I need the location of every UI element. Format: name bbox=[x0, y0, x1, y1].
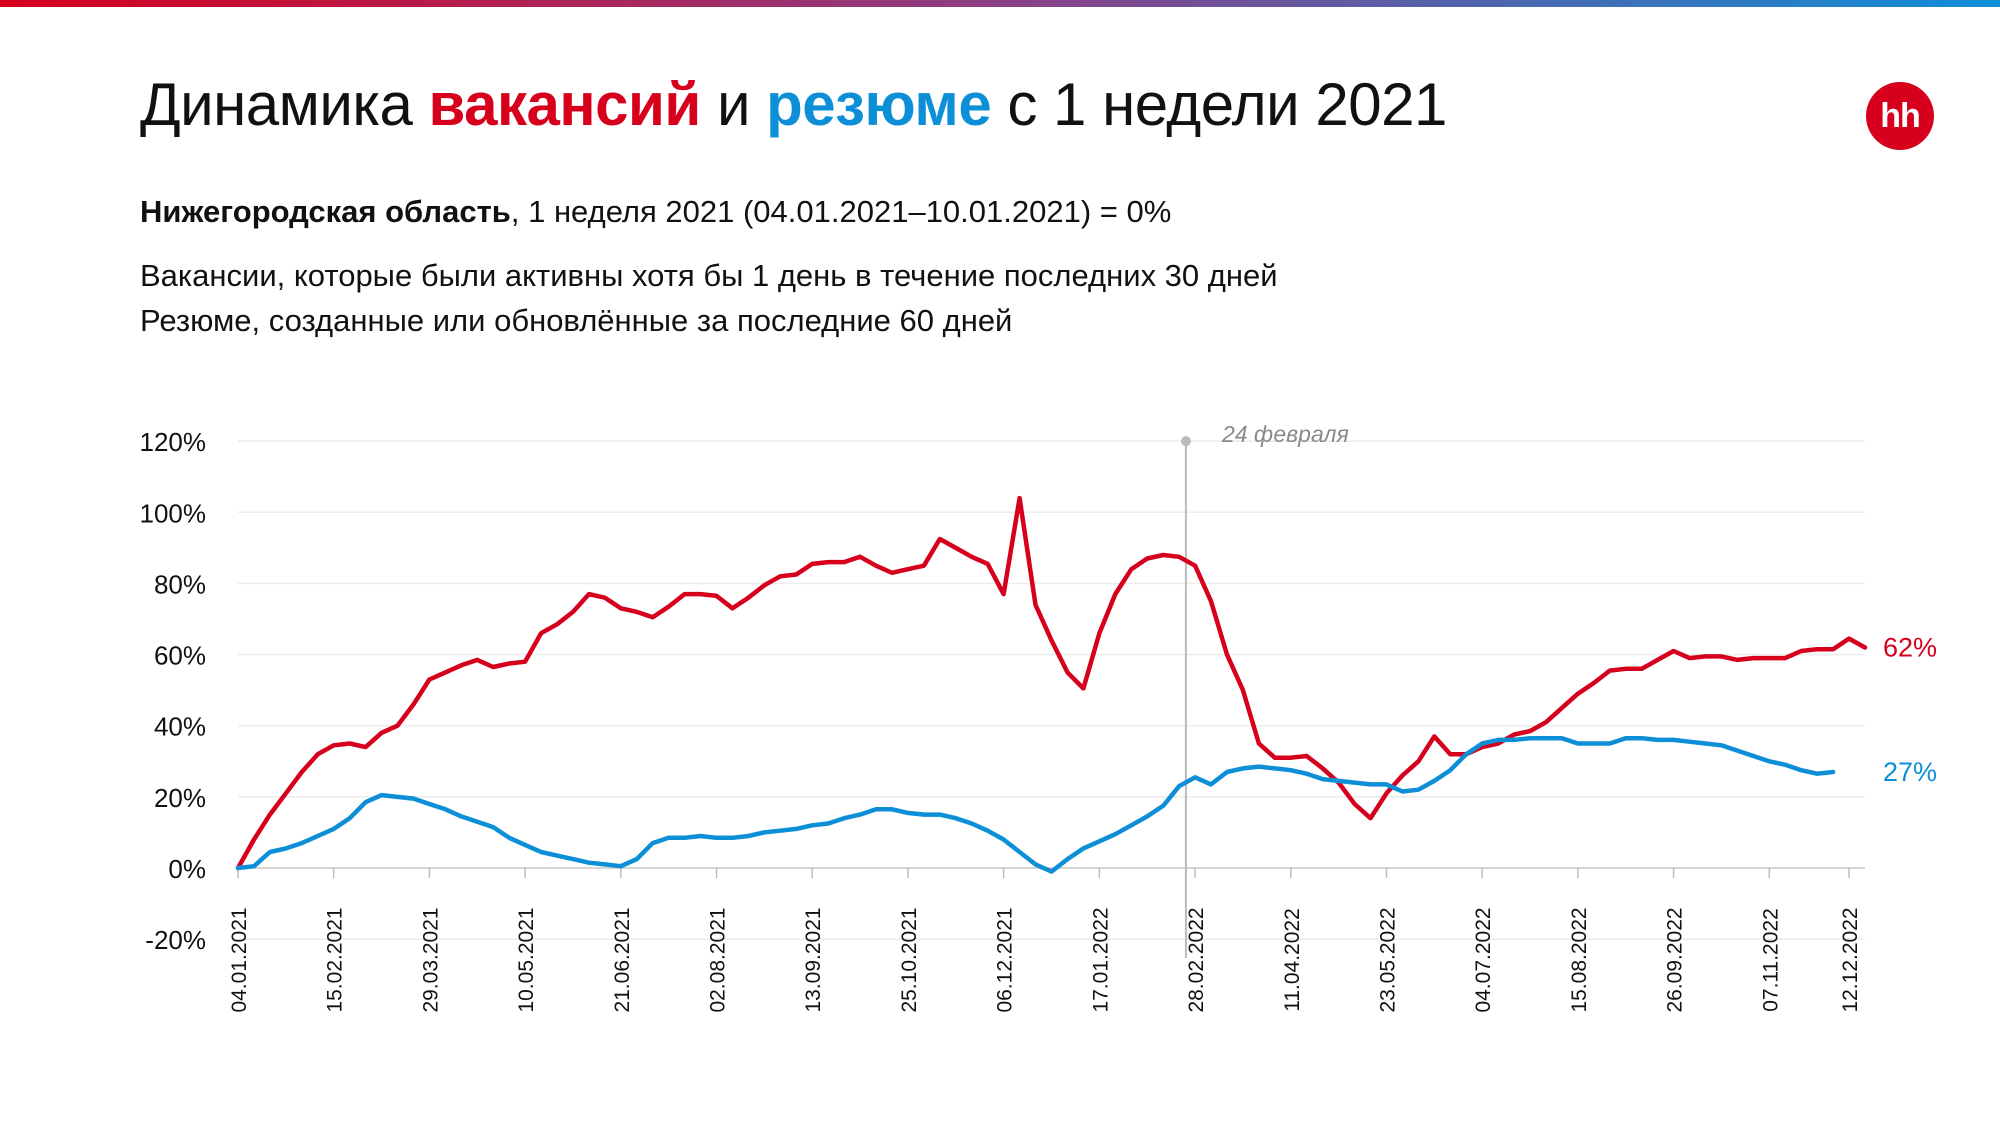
title-part-2: и bbox=[700, 71, 767, 138]
x-tick-label: 17.01.2022 bbox=[1089, 907, 1112, 1012]
hh-logo: hh bbox=[1866, 82, 1934, 150]
resumes-series-line bbox=[235, 735, 1836, 874]
y-tick-label: 120% bbox=[140, 427, 207, 457]
description-vacancies: Вакансии, которые были активны хотя бы 1… bbox=[140, 258, 1278, 293]
description-resumes: Резюме, созданные или обновлённые за пос… bbox=[140, 303, 1013, 338]
x-tick-label: 15.08.2022 bbox=[1568, 907, 1591, 1012]
title-vacancies-word: вакансий bbox=[428, 71, 702, 138]
x-tick-label: 29.03.2021 bbox=[419, 907, 442, 1012]
subtitle-baseline: , 1 неделя 2021 (04.01.2021–10.01.2021) … bbox=[510, 194, 1172, 229]
subtitle-region: Нижегородская область bbox=[140, 194, 511, 229]
vacancies-end-label: 62% bbox=[1883, 632, 1937, 662]
x-tick-label: 23.05.2022 bbox=[1376, 907, 1399, 1012]
page-title: Динамика вакансий и резюме с 1 недели 20… bbox=[140, 70, 1447, 139]
event-marker-dot bbox=[1180, 436, 1191, 447]
x-tick-label: 25.10.2021 bbox=[898, 907, 921, 1012]
title-part-1: Динамика bbox=[140, 71, 429, 138]
x-tick-label: 21.06.2021 bbox=[611, 907, 634, 1012]
x-tick-label: 04.07.2022 bbox=[1472, 907, 1495, 1012]
y-tick-label: 0% bbox=[168, 854, 206, 884]
title-part-3: с 1 недели 2021 bbox=[991, 71, 1447, 138]
y-tick-label: 80% bbox=[154, 569, 206, 599]
x-tick-label: 12.12.2022 bbox=[1839, 907, 1862, 1012]
subtitle: Нижегородская область, 1 неделя 2021 (04… bbox=[140, 194, 1171, 230]
title-resumes-word: резюме bbox=[766, 71, 992, 138]
y-tick-label: 20% bbox=[154, 783, 206, 813]
vacancies-series-line bbox=[235, 495, 1868, 871]
x-tick-label: 11.04.2022 bbox=[1281, 908, 1304, 1012]
x-tick-label: 04.01.2021 bbox=[228, 907, 251, 1012]
x-tick-label: 02.08.2021 bbox=[707, 907, 730, 1012]
x-tick-label: 13.09.2021 bbox=[802, 907, 825, 1012]
resumes-end-label: 27% bbox=[1883, 757, 1937, 787]
x-tick-label: 07.11.2022 bbox=[1759, 908, 1782, 1012]
y-tick-label: 100% bbox=[140, 498, 207, 528]
y-tick-label: 60% bbox=[154, 641, 206, 671]
event-label: 24 февраля bbox=[1221, 421, 1349, 447]
x-tick-label: 06.12.2021 bbox=[994, 907, 1017, 1012]
y-tick-label: -20% bbox=[145, 925, 206, 955]
top-gradient-bar bbox=[0, 0, 2000, 7]
x-tick-label: 26.09.2022 bbox=[1664, 907, 1687, 1012]
y-tick-label: 40% bbox=[154, 712, 206, 742]
x-tick-label: 28.02.2022 bbox=[1185, 907, 1208, 1012]
x-tick-label: 15.02.2021 bbox=[324, 907, 347, 1012]
x-tick-label: 10.05.2021 bbox=[515, 907, 538, 1012]
